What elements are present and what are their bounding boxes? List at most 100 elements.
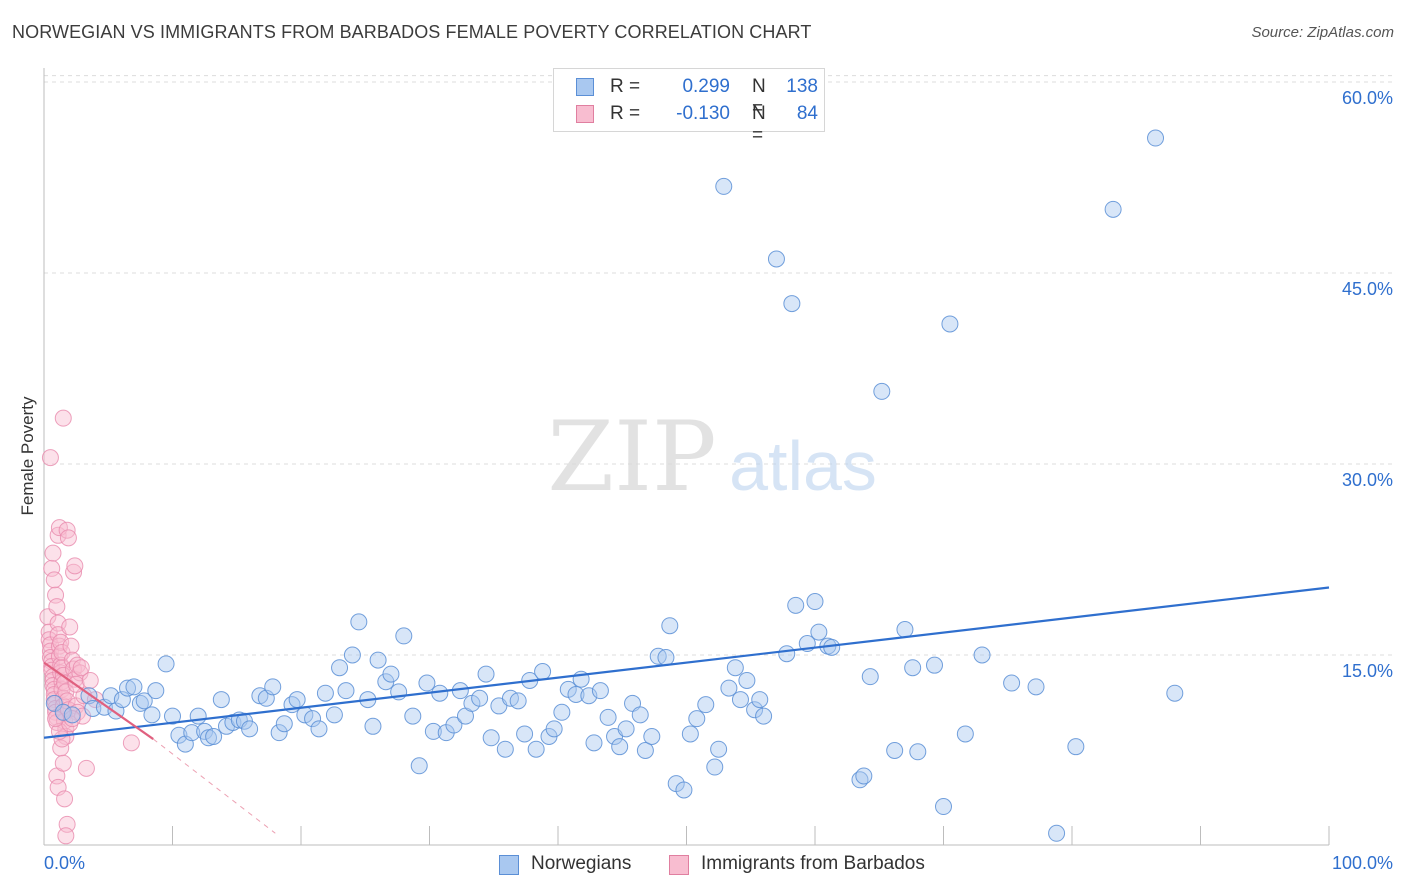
data-point-norwegians: [755, 707, 773, 725]
data-point-barbados: [72, 659, 90, 677]
data-point-norwegians: [304, 710, 322, 728]
data-point-norwegians: [369, 651, 387, 669]
data-point-norwegians: [364, 717, 382, 735]
data-point-barbados: [63, 710, 81, 728]
data-point-norwegians: [135, 692, 153, 710]
data-point-norwegians: [1048, 824, 1066, 842]
data-point-barbados: [62, 637, 80, 655]
data-point-barbados: [41, 449, 59, 467]
data-point-norwegians: [855, 767, 873, 785]
data-point-norwegians: [661, 617, 679, 635]
y-tick-label: 15.0%: [1342, 661, 1393, 681]
data-point-norwegians: [212, 691, 230, 709]
data-point-barbados: [59, 529, 77, 547]
data-point-barbados: [61, 618, 79, 636]
data-point-barbados: [44, 544, 62, 562]
watermark-zip: ZIP: [547, 401, 716, 513]
data-point-norwegians: [125, 678, 143, 696]
data-point-norwegians: [715, 177, 733, 195]
data-point-norwegians: [599, 708, 617, 726]
data-point-norwegians: [157, 655, 175, 673]
data-point-norwegians: [909, 743, 927, 761]
data-point-norwegians: [688, 710, 706, 728]
data-point-norwegians: [746, 701, 764, 719]
series-barbados-points: [39, 409, 140, 845]
data-point-norwegians: [926, 656, 944, 674]
data-point-norwegians: [275, 715, 293, 733]
data-point-norwegians: [331, 659, 349, 677]
data-point-norwegians: [935, 798, 952, 816]
data-point-norwegians: [45, 694, 63, 712]
legend-swatch-barbados: [669, 855, 689, 875]
x-tick-label: 100.0%: [1332, 853, 1393, 873]
data-point-norwegians: [424, 722, 442, 740]
x-tick-label: 0.0%: [44, 853, 85, 873]
data-point-norwegians: [636, 741, 654, 759]
data-point-norwegians: [1027, 678, 1045, 696]
data-point-norwegians: [806, 593, 824, 611]
legend-r-label: R =: [610, 103, 641, 124]
data-point-norwegians: [1147, 129, 1165, 147]
data-point-norwegians: [1166, 684, 1184, 702]
data-point-norwegians: [270, 724, 288, 742]
data-point-norwegians: [410, 757, 428, 775]
data-point-norwegians: [496, 740, 514, 758]
data-point-norwegians: [553, 703, 571, 721]
y-tick-label: 45.0%: [1342, 279, 1393, 299]
data-point-norwegians: [973, 646, 991, 664]
data-point-norwegians: [477, 665, 495, 683]
data-point-norwegians: [170, 726, 188, 744]
data-point-norwegians: [720, 679, 738, 697]
data-point-barbados: [45, 571, 63, 589]
data-point-norwegians: [681, 725, 699, 743]
data-point-norwegians: [418, 674, 436, 692]
data-point-norwegians: [316, 684, 334, 702]
data-point-norwegians: [567, 685, 585, 703]
data-point-norwegians: [767, 250, 785, 268]
data-point-norwegians: [657, 649, 675, 667]
legend-swatch-norwegians: [576, 78, 594, 96]
legend-r-value: 0.299: [682, 76, 730, 97]
data-point-norwegians: [941, 315, 959, 333]
legend-swatch-barbados: [576, 105, 594, 123]
data-point-norwegians: [697, 696, 715, 714]
data-point-norwegians: [751, 691, 769, 709]
legend-n-label: N =: [752, 76, 766, 119]
gridlines: [44, 75, 1392, 656]
correlation-legend: R = 0.299 N = 138 R = -0.130 N = 84: [553, 68, 825, 146]
trend-line-norwegians: [43, 586, 1330, 739]
data-point-barbados: [122, 734, 140, 752]
data-point-norwegians: [445, 716, 463, 734]
data-point-norwegians: [631, 706, 649, 724]
data-point-norwegians: [147, 682, 165, 700]
data-point-norwegians: [527, 740, 545, 758]
y-tick-label: 60.0%: [1342, 88, 1393, 108]
data-point-norwegians: [516, 725, 534, 743]
data-point-norwegians: [956, 725, 974, 743]
tick-labels: 15.0% 30.0% 45.0% 60.0% 0.0% 100.0%: [44, 88, 1393, 873]
legend-r-label: R =: [610, 76, 641, 97]
data-point-norwegians: [778, 645, 796, 663]
y-axis-label: Female Poverty: [18, 396, 37, 516]
data-point-norwegians: [404, 707, 422, 725]
data-point-norwegians: [63, 706, 81, 724]
data-point-norwegians: [482, 729, 500, 747]
data-point-norwegians: [787, 596, 805, 614]
data-point-norwegians: [731, 691, 749, 709]
data-point-norwegians: [325, 706, 343, 724]
data-point-norwegians: [119, 679, 137, 697]
data-point-norwegians: [183, 724, 201, 742]
y-tick-label: 30.0%: [1342, 470, 1393, 490]
data-point-barbados: [56, 790, 74, 808]
data-point-norwegians: [706, 758, 724, 776]
data-point-norwegians: [675, 781, 693, 799]
data-point-norwegians: [1003, 674, 1021, 692]
data-point-norwegians: [591, 682, 609, 700]
data-point-norwegians: [545, 720, 563, 738]
data-point-norwegians: [611, 738, 629, 756]
data-point-norwegians: [264, 678, 282, 696]
trend-line-barbados: [43, 661, 154, 740]
chart-title: NORWEGIAN VS IMMIGRANTS FROM BARBADOS FE…: [12, 22, 812, 42]
data-point-barbados: [48, 598, 66, 616]
